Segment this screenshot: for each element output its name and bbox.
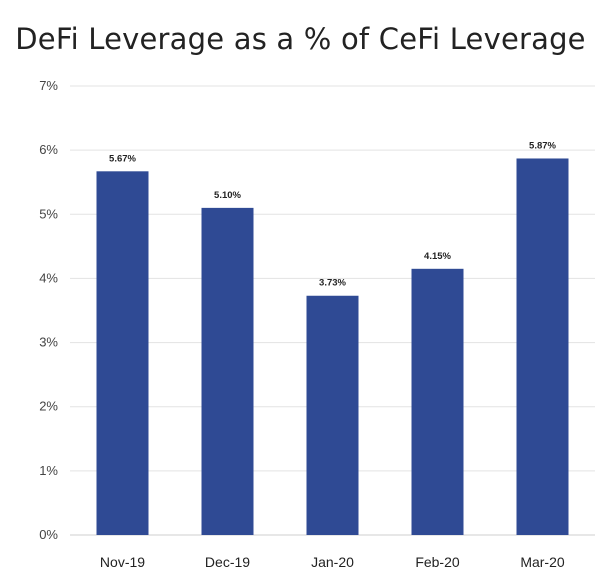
y-tick-label: 5%: [39, 206, 58, 221]
x-tick-label: Feb-20: [415, 554, 460, 570]
x-tick-label: Jan-20: [311, 554, 354, 570]
y-tick-label: 1%: [39, 463, 58, 478]
y-tick-label: 6%: [39, 142, 58, 157]
y-tick-label: 3%: [39, 335, 58, 350]
y-tick-label: 2%: [39, 399, 58, 414]
bar: [411, 268, 464, 535]
bar: [306, 295, 359, 535]
bar: [201, 207, 254, 535]
bar: [516, 158, 569, 535]
y-tick-label: 0%: [39, 527, 58, 542]
x-tick-label: Nov-19: [100, 554, 145, 570]
x-tick-label: Dec-19: [205, 554, 250, 570]
y-tick-label: 7%: [39, 78, 58, 93]
data-label: 5.67%: [109, 153, 136, 164]
chart-title: DeFi Leverage as a % of CeFi Leverage: [15, 22, 586, 56]
x-tick-label: Mar-20: [520, 554, 565, 570]
y-tick-label: 4%: [39, 270, 58, 285]
data-label: 4.15%: [424, 251, 451, 262]
bar: [96, 171, 149, 535]
data-label: 3.73%: [319, 278, 346, 289]
data-label: 5.10%: [214, 190, 241, 201]
data-label: 5.87%: [529, 140, 556, 151]
